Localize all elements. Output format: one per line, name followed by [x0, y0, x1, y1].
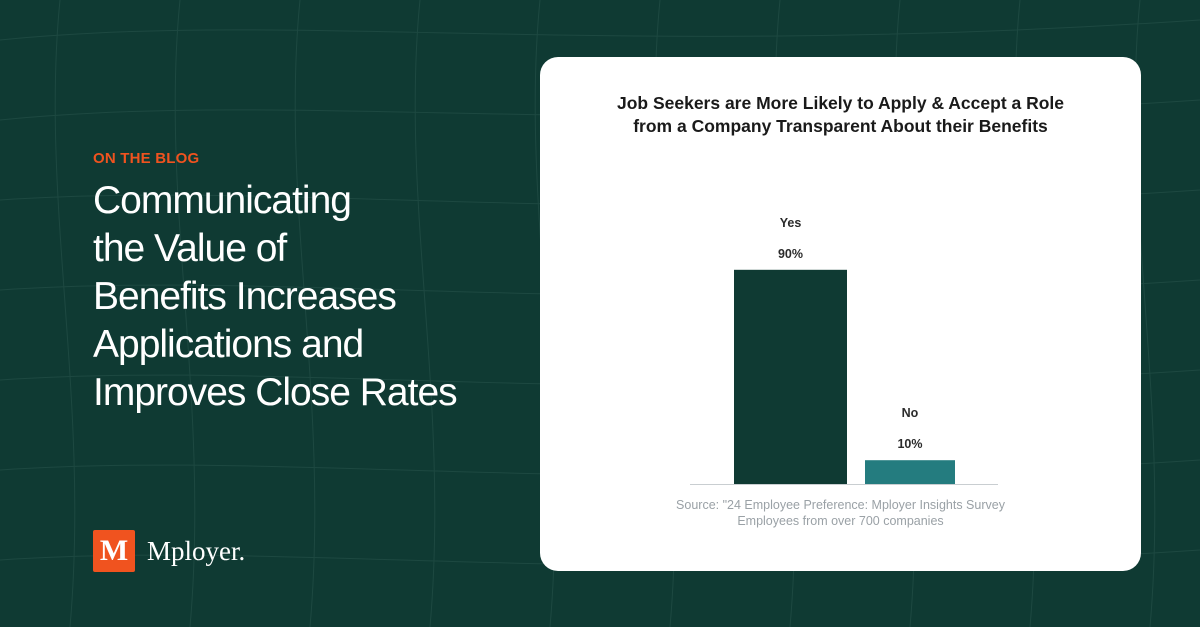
bar-no — [865, 460, 955, 484]
bar-value-label: 10% — [897, 437, 922, 451]
bar-chart: 90% Yes 10% No — [690, 216, 998, 485]
chart-source: Source: "24 Employee Preference: Mployer… — [540, 497, 1141, 529]
headline-line: Benefits Increases — [93, 275, 397, 318]
logo-letter: M — [99, 534, 129, 567]
headline-line: Communicating — [93, 179, 352, 222]
brand-logo[interactable]: M Mployer. — [93, 530, 245, 572]
headline-line: Applications and — [93, 323, 364, 366]
headline-line: the Value of — [93, 227, 287, 270]
chart-title-line: Job Seekers are More Likely to Apply & A… — [616, 93, 1065, 113]
bar-yes — [734, 269, 847, 484]
source-line: Source: "24 Employee Preference: Mployer… — [676, 498, 1005, 512]
headline: Communicating the Value of Benefits Incr… — [93, 177, 513, 417]
chart-card: Job Seekers are More Likely to Apply & A… — [540, 57, 1141, 571]
source-line: Employees from over 700 companies — [737, 514, 944, 528]
bar-category-label: Yes — [780, 216, 802, 230]
brand-name: Mployer. — [147, 535, 246, 566]
blog-intro: ON THE BLOG Communicating the Value of B… — [93, 150, 513, 417]
eyebrow-label: ON THE BLOG — [93, 150, 200, 167]
logo-mark-icon: M — [93, 530, 135, 572]
chart-title: Job Seekers are More Likely to Apply & A… — [540, 92, 1141, 138]
chart-title-line: from a Company Transparent About their B… — [633, 116, 1048, 136]
bar-category-label: No — [902, 406, 919, 420]
headline-line: Improves Close Rates — [93, 371, 458, 414]
bar-value-label: 90% — [778, 247, 803, 261]
